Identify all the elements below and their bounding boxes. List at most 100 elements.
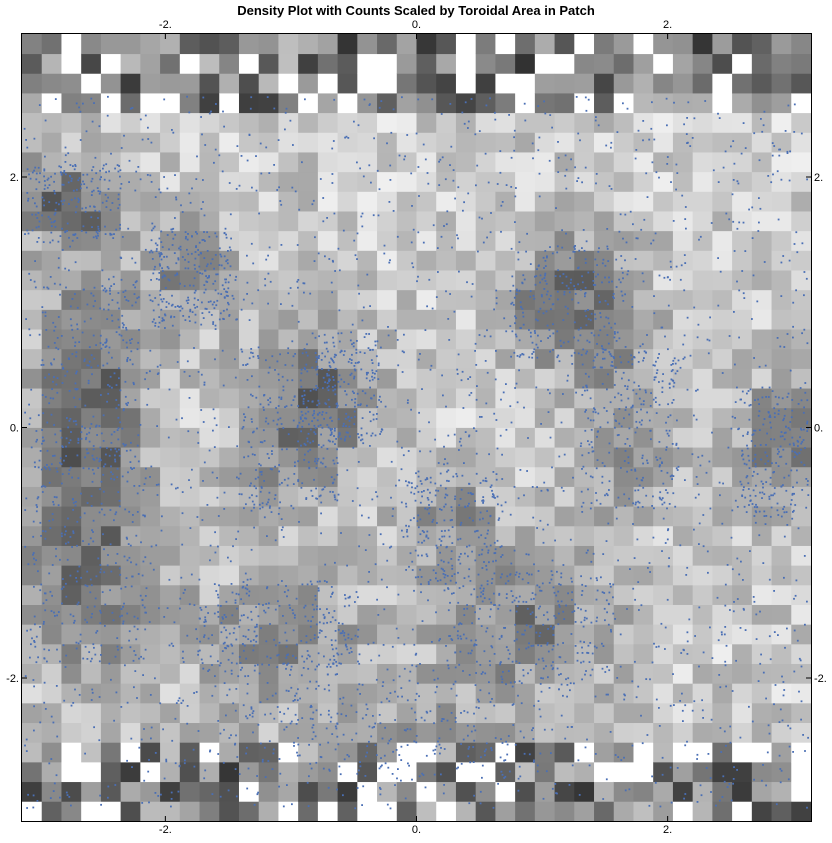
scatter-point [795, 595, 797, 597]
scatter-point [734, 250, 736, 252]
scatter-point [429, 492, 431, 494]
scatter-point [222, 618, 224, 620]
scatter-point [109, 347, 111, 349]
scatter-point [585, 670, 587, 672]
scatter-point [318, 458, 320, 460]
density-cell [298, 388, 318, 408]
scatter-point [441, 568, 443, 570]
scatter-point [278, 464, 280, 466]
density-cell [160, 368, 180, 388]
density-cell [633, 782, 653, 802]
scatter-point [249, 485, 251, 487]
scatter-point [495, 560, 497, 562]
density-cell [594, 683, 614, 703]
scatter-point [596, 620, 598, 622]
scatter-point [748, 455, 750, 457]
scatter-point [285, 112, 287, 114]
density-cell [752, 231, 772, 251]
density-cell [495, 34, 515, 54]
scatter-point [596, 264, 598, 266]
scatter-point [746, 477, 748, 479]
scatter-point [152, 300, 154, 302]
scatter-point [596, 647, 598, 649]
scatter-point [541, 490, 543, 492]
density-cell [752, 93, 772, 113]
scatter-point [103, 571, 105, 573]
scatter-point [67, 152, 69, 154]
scatter-point [372, 433, 374, 435]
scatter-point [282, 427, 284, 429]
scatter-point [41, 364, 43, 366]
scatter-point [123, 135, 125, 137]
density-cell [535, 487, 555, 507]
density-cell [772, 329, 792, 349]
scatter-point [770, 427, 772, 429]
scatter-point [618, 423, 620, 425]
scatter-point [223, 126, 225, 128]
density-cell [555, 447, 575, 467]
density-cell [259, 506, 279, 526]
scatter-point [135, 171, 137, 173]
scatter-point [599, 301, 601, 303]
scatter-point [90, 216, 92, 218]
density-cell [298, 565, 318, 585]
scatter-point [342, 703, 344, 705]
scatter-point [410, 173, 412, 175]
scatter-point [755, 463, 757, 465]
scatter-point [582, 590, 584, 592]
scatter-point [405, 525, 407, 527]
density-cell [278, 368, 298, 388]
scatter-point [483, 242, 485, 244]
scatter-point [783, 346, 785, 348]
scatter-point [667, 403, 669, 405]
density-cell [574, 762, 594, 782]
scatter-point [126, 347, 128, 349]
scatter-point [74, 197, 76, 199]
scatter-point [515, 317, 517, 319]
scatter-point [76, 237, 78, 239]
density-cell [633, 624, 653, 644]
scatter-point [72, 337, 74, 339]
density-cell [476, 526, 496, 546]
density-cell [535, 467, 555, 487]
density-cell [693, 113, 713, 133]
density-cell [61, 624, 81, 644]
scatter-point [345, 645, 347, 647]
scatter-point [294, 617, 296, 619]
scatter-point [110, 466, 112, 468]
scatter-point [160, 794, 162, 796]
density-cell [614, 447, 634, 467]
scatter-point [661, 499, 663, 501]
scatter-point [736, 558, 738, 560]
scatter-point [514, 600, 516, 602]
scatter-point [327, 351, 329, 353]
density-cell [377, 211, 397, 231]
density-cell [239, 250, 259, 270]
scatter-point [70, 418, 72, 420]
scatter-point [243, 603, 245, 605]
density-cell [101, 742, 121, 762]
scatter-point [248, 441, 250, 443]
scatter-point [200, 252, 202, 254]
scatter-point [432, 521, 434, 523]
scatter-point [54, 283, 56, 285]
scatter-point [717, 113, 719, 115]
density-cell [318, 290, 338, 310]
scatter-point [580, 289, 582, 291]
scatter-point [671, 802, 673, 804]
density-cell [61, 742, 81, 762]
scatter-point [607, 422, 609, 424]
density-cell [614, 388, 634, 408]
scatter-point [195, 322, 197, 324]
scatter-point [347, 137, 349, 139]
scatter-point [339, 662, 341, 664]
scatter-point [577, 283, 579, 285]
density-cell [140, 506, 160, 526]
scatter-point [634, 469, 636, 471]
scatter-point [402, 371, 404, 373]
scatter-point [523, 737, 525, 739]
density-cell [653, 93, 673, 113]
density-cell [259, 467, 279, 487]
density-cell [712, 487, 732, 507]
scatter-point [331, 644, 333, 646]
